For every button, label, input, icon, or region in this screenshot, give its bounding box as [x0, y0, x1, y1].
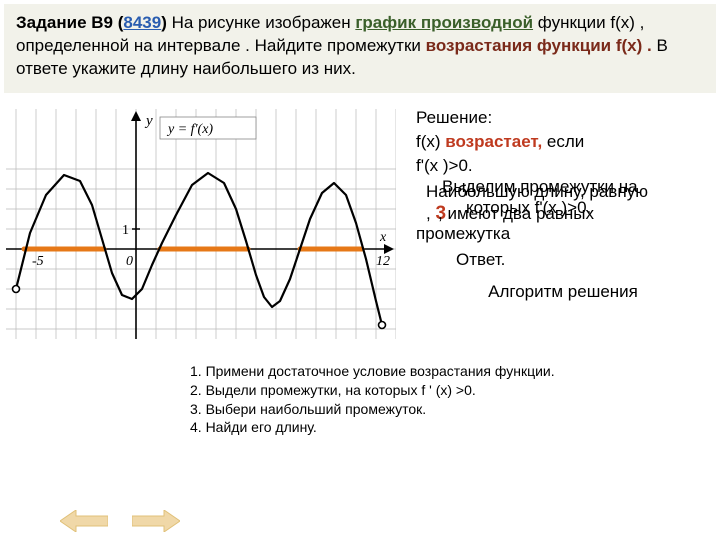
derivative-chart: -5 0 12 1 y y = f'(x) x [6, 109, 396, 339]
solution-answer: Ответ. [416, 249, 710, 271]
arrow-right-icon [132, 510, 180, 532]
prev-arrow-button[interactable] [60, 510, 108, 532]
solution-line2: f'(x )>0. [416, 155, 710, 177]
svg-text:1: 1 [122, 223, 129, 238]
svg-text:y = f'(x): y = f'(x) [166, 122, 213, 137]
algo-item: 3. Выбери наибольший промежуток. [190, 400, 710, 419]
highlight-red: возрастания функции f(x) . [426, 36, 652, 55]
algorithm-title: Алгоритм решения [416, 281, 710, 303]
algo-item: 4. Найди его длину. [190, 418, 710, 437]
overlap-text-3b: , 3, имеют два равных [426, 202, 594, 227]
algo-item: 2. Выдели промежутки, на которых f ' (x)… [190, 381, 710, 400]
main-row: -5 0 12 1 y y = f'(x) x Решение: f(x) возраста… [0, 97, 720, 344]
algo-item: 1. Примени достаточное условие возрастан… [190, 362, 710, 381]
next-arrow-button[interactable] [132, 510, 180, 532]
algorithm-list: 1. Примени достаточное условие возрастан… [190, 362, 710, 438]
svg-text:0: 0 [126, 254, 133, 269]
svg-text:-5: -5 [32, 254, 44, 269]
text-pre: На рисунке изображен [167, 13, 355, 32]
task-number-link[interactable]: 8439 [123, 13, 161, 32]
svg-text:x: x [379, 230, 387, 245]
nav-arrows [60, 510, 180, 532]
task-label: Задание В9 ( [16, 13, 123, 32]
svg-text:y: y [144, 113, 153, 129]
svg-text:12: 12 [376, 254, 390, 269]
highlight-underline: график производной [355, 13, 533, 32]
solution-line1: f(x) возрастает, если [416, 131, 710, 153]
solution-panel: Решение: f(x) возрастает, если f'(x )>0.… [406, 103, 714, 344]
task-header: Задание В9 (8439) На рисунке изображен г… [4, 4, 716, 93]
arrow-left-icon [60, 510, 108, 532]
solution-title: Решение: [416, 107, 710, 129]
chart-container: -5 0 12 1 y y = f'(x) x [6, 103, 406, 344]
